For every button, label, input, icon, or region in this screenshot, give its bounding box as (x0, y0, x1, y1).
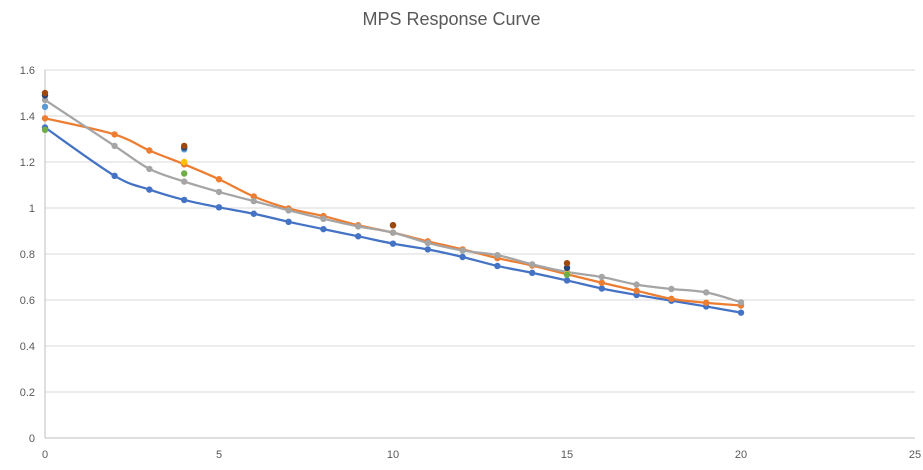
y-tick-label: 0.4 (20, 341, 35, 353)
axes: 0 0.2 0.4 0.6 0.8 1 1.2 1.4 1.6 0 5 10 15 20 25 (20, 65, 921, 461)
series-6-point (41, 126, 49, 133)
series-8-point (41, 89, 49, 97)
y-tick-label: 1.2 (20, 157, 35, 169)
y-tick-label: 1.6 (20, 65, 35, 77)
series-1-point (737, 309, 745, 316)
series-1-point (563, 277, 571, 284)
series-1-point (355, 233, 362, 240)
series-7-point (563, 264, 571, 271)
x-tick-label: 20 (735, 449, 747, 461)
series-3-point (250, 197, 257, 205)
x-tick-label: 5 (216, 449, 222, 461)
series-3-point (285, 207, 292, 214)
series-1-point (146, 186, 153, 193)
series-3-point (389, 229, 397, 236)
series-2-point (633, 287, 640, 294)
series-1-point (598, 285, 605, 292)
y-tick-label: 0.6 (20, 295, 35, 307)
series-3-point (181, 178, 188, 185)
series-1-point (389, 240, 397, 247)
series-1-point (111, 172, 118, 179)
series-2-line (44, 117, 742, 307)
series-8-point (563, 260, 571, 267)
series-2-point (111, 131, 118, 138)
series-1-point (459, 253, 466, 261)
series-3-point (494, 251, 501, 259)
series-1-point (181, 196, 188, 204)
series-3-point (320, 215, 327, 223)
x-tick-label: 10 (387, 449, 399, 461)
series-3-line (44, 98, 742, 304)
x-tick-label: 0 (42, 449, 48, 461)
series-5-point (41, 103, 49, 111)
series-1-point (494, 262, 501, 270)
series-2-point (215, 176, 223, 183)
series-2-point (146, 147, 153, 154)
series-3-point (737, 299, 745, 306)
series-1-point (285, 218, 292, 225)
series-2-point (668, 295, 675, 303)
series-2-point (598, 279, 605, 286)
series-3-point (703, 289, 710, 296)
series-4-point (181, 158, 188, 166)
series-layer (41, 89, 745, 316)
series-3-point (146, 165, 153, 173)
series-1-point (320, 225, 327, 233)
series-1-point (215, 204, 223, 211)
series-3-point (215, 188, 223, 196)
series-3-point (598, 273, 605, 281)
series-2-point (250, 193, 257, 200)
x-tick-label: 25 (909, 449, 921, 461)
y-tick-label: 0.8 (20, 249, 35, 261)
series-3-point (424, 239, 431, 247)
series-1-point (529, 269, 536, 277)
series-3-point (529, 261, 536, 268)
series-3-point (111, 142, 118, 150)
series-6-point (181, 170, 188, 177)
y-tick-label: 1 (29, 203, 35, 215)
chart-title: MPS Response Curve (362, 9, 541, 29)
series-2-point (41, 115, 49, 122)
series-3-point (355, 223, 362, 230)
series-2-point (703, 299, 710, 306)
y-tick-label: 1.4 (20, 111, 35, 123)
y-tick-label: 0.2 (20, 387, 35, 399)
series-3-point (41, 96, 49, 104)
series-6-point (563, 271, 571, 278)
series-3-point (633, 281, 640, 288)
series-3-point (668, 285, 675, 293)
series-8-point (181, 142, 188, 150)
series-3-point (459, 247, 466, 254)
series-8-point (389, 222, 397, 229)
y-tick-label: 0 (29, 433, 35, 445)
series-1-point (424, 246, 431, 253)
x-tick-label: 15 (561, 449, 573, 461)
series-1-point (250, 210, 257, 217)
